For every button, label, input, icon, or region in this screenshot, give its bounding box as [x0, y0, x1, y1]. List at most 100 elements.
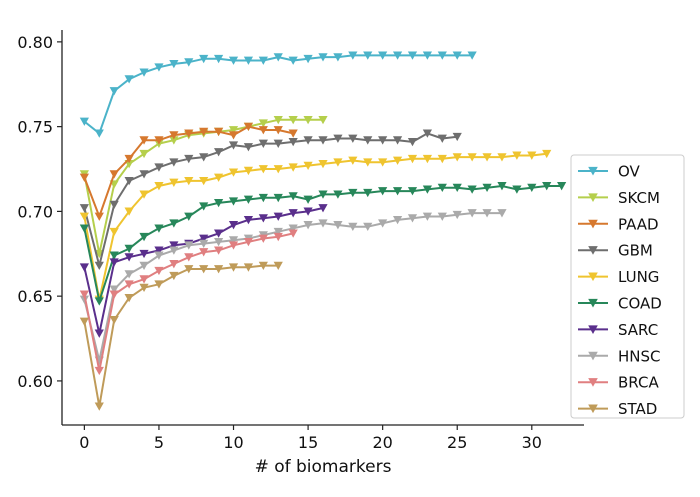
legend-label: LUNG: [618, 268, 659, 286]
data-point-lung: [497, 153, 507, 162]
data-point-hnsc: [273, 227, 283, 237]
data-point-lung: [258, 165, 268, 174]
data-point-paad: [243, 122, 254, 132]
data-point-ov: [109, 87, 119, 96]
data-point-lung: [363, 158, 373, 167]
data-point-coad: [199, 202, 209, 211]
data-point-gbm: [273, 139, 283, 148]
data-point-hnsc: [348, 222, 358, 232]
data-point-paad: [258, 126, 268, 135]
legend-item-sarc: SARC: [578, 321, 658, 339]
data-point-hnsc: [154, 251, 164, 260]
data-point-hnsc: [363, 222, 373, 232]
data-point-skcm: [273, 115, 283, 125]
data-point-stad: [109, 315, 119, 325]
data-point-lung: [407, 154, 418, 164]
data-point-ov: [378, 51, 388, 60]
data-point-ov: [407, 51, 418, 60]
series-line-coad: [83, 185, 562, 303]
data-point-brca: [79, 290, 89, 299]
data-point-stad: [243, 263, 254, 272]
data-point-ov: [228, 56, 239, 65]
legend-item-gbm: GBM: [578, 242, 653, 260]
legend-label: BRCA: [618, 374, 659, 392]
data-point-gbm: [124, 176, 134, 186]
x-tick-label: 30: [522, 433, 542, 452]
data-point-coad: [184, 212, 194, 221]
data-point-gbm: [437, 134, 447, 143]
data-point-stad: [169, 271, 179, 281]
data-point-lung: [303, 161, 313, 170]
data-point-lung: [199, 176, 209, 186]
legend-label: SKCM: [618, 189, 660, 207]
data-point-coad: [273, 193, 283, 203]
legend-item-stad: STAD: [578, 400, 657, 418]
data-point-lung: [392, 156, 403, 165]
data-point-coad: [258, 193, 268, 203]
data-point-brca: [94, 366, 104, 376]
legend-item-skcm: SKCM: [578, 189, 660, 207]
data-point-hnsc: [109, 285, 119, 294]
data-point-lung: [527, 151, 537, 160]
data-point-ov: [333, 53, 343, 62]
data-point-coad: [467, 185, 477, 194]
legend-swatch-marker: [588, 404, 598, 414]
legend-swatch-marker: [588, 272, 598, 282]
data-point-paad: [228, 131, 239, 140]
data-point-ov: [258, 56, 268, 65]
data-point-lung: [467, 153, 477, 162]
data-point-lung: [139, 190, 149, 199]
data-point-hnsc: [437, 212, 447, 221]
data-point-ov: [288, 56, 298, 65]
data-point-skcm: [318, 115, 328, 125]
data-point-paad: [79, 173, 89, 182]
data-point-sarc: [199, 234, 209, 243]
data-point-ov: [169, 59, 179, 69]
data-point-hnsc: [184, 241, 194, 250]
x-tick-label: 20: [372, 433, 392, 452]
data-point-coad: [94, 297, 104, 306]
data-point-ov: [199, 54, 209, 64]
data-point-skcm: [94, 249, 104, 259]
data-point-paad: [154, 136, 164, 145]
data-point-hnsc: [214, 237, 224, 247]
data-point-gbm: [363, 136, 373, 145]
data-point-skcm: [139, 149, 149, 159]
data-point-stad: [199, 265, 209, 274]
legend-item-hnsc: HNSC: [578, 347, 661, 365]
data-point-paad: [184, 129, 194, 138]
data-point-skcm: [169, 136, 179, 145]
data-point-paad: [94, 212, 104, 221]
data-point-lung: [482, 153, 492, 162]
data-point-hnsc: [333, 221, 343, 230]
data-point-skcm: [288, 115, 298, 125]
data-point-lung: [422, 154, 432, 164]
data-point-gbm: [79, 204, 89, 213]
data-point-gbm: [258, 139, 268, 148]
data-point-sarc: [288, 209, 298, 218]
data-point-lung: [184, 176, 194, 186]
data-point-sarc: [79, 263, 89, 272]
series-paad: [79, 122, 298, 221]
data-point-lung: [288, 163, 298, 172]
y-tick-label: 0.70: [17, 202, 53, 221]
data-point-lung: [452, 153, 462, 162]
data-point-ov: [184, 58, 194, 67]
data-point-coad: [139, 232, 149, 242]
legend-item-coad: COAD: [578, 295, 662, 313]
data-point-brca: [139, 275, 149, 284]
data-point-gbm: [228, 141, 239, 150]
data-point-sarc: [273, 212, 283, 221]
legend-label: STAD: [618, 400, 657, 418]
data-point-coad: [79, 224, 89, 233]
x-tick-label: 10: [223, 433, 243, 452]
data-point-lung: [318, 160, 328, 169]
series-hnsc: [79, 209, 507, 365]
data-point-coad: [333, 190, 343, 199]
legend-swatch-marker: [588, 351, 598, 361]
series-line-lung: [83, 152, 547, 301]
data-point-ov: [348, 51, 358, 60]
data-point-coad: [228, 197, 239, 206]
legend-label: HNSC: [618, 347, 661, 365]
data-point-lung: [228, 168, 239, 177]
